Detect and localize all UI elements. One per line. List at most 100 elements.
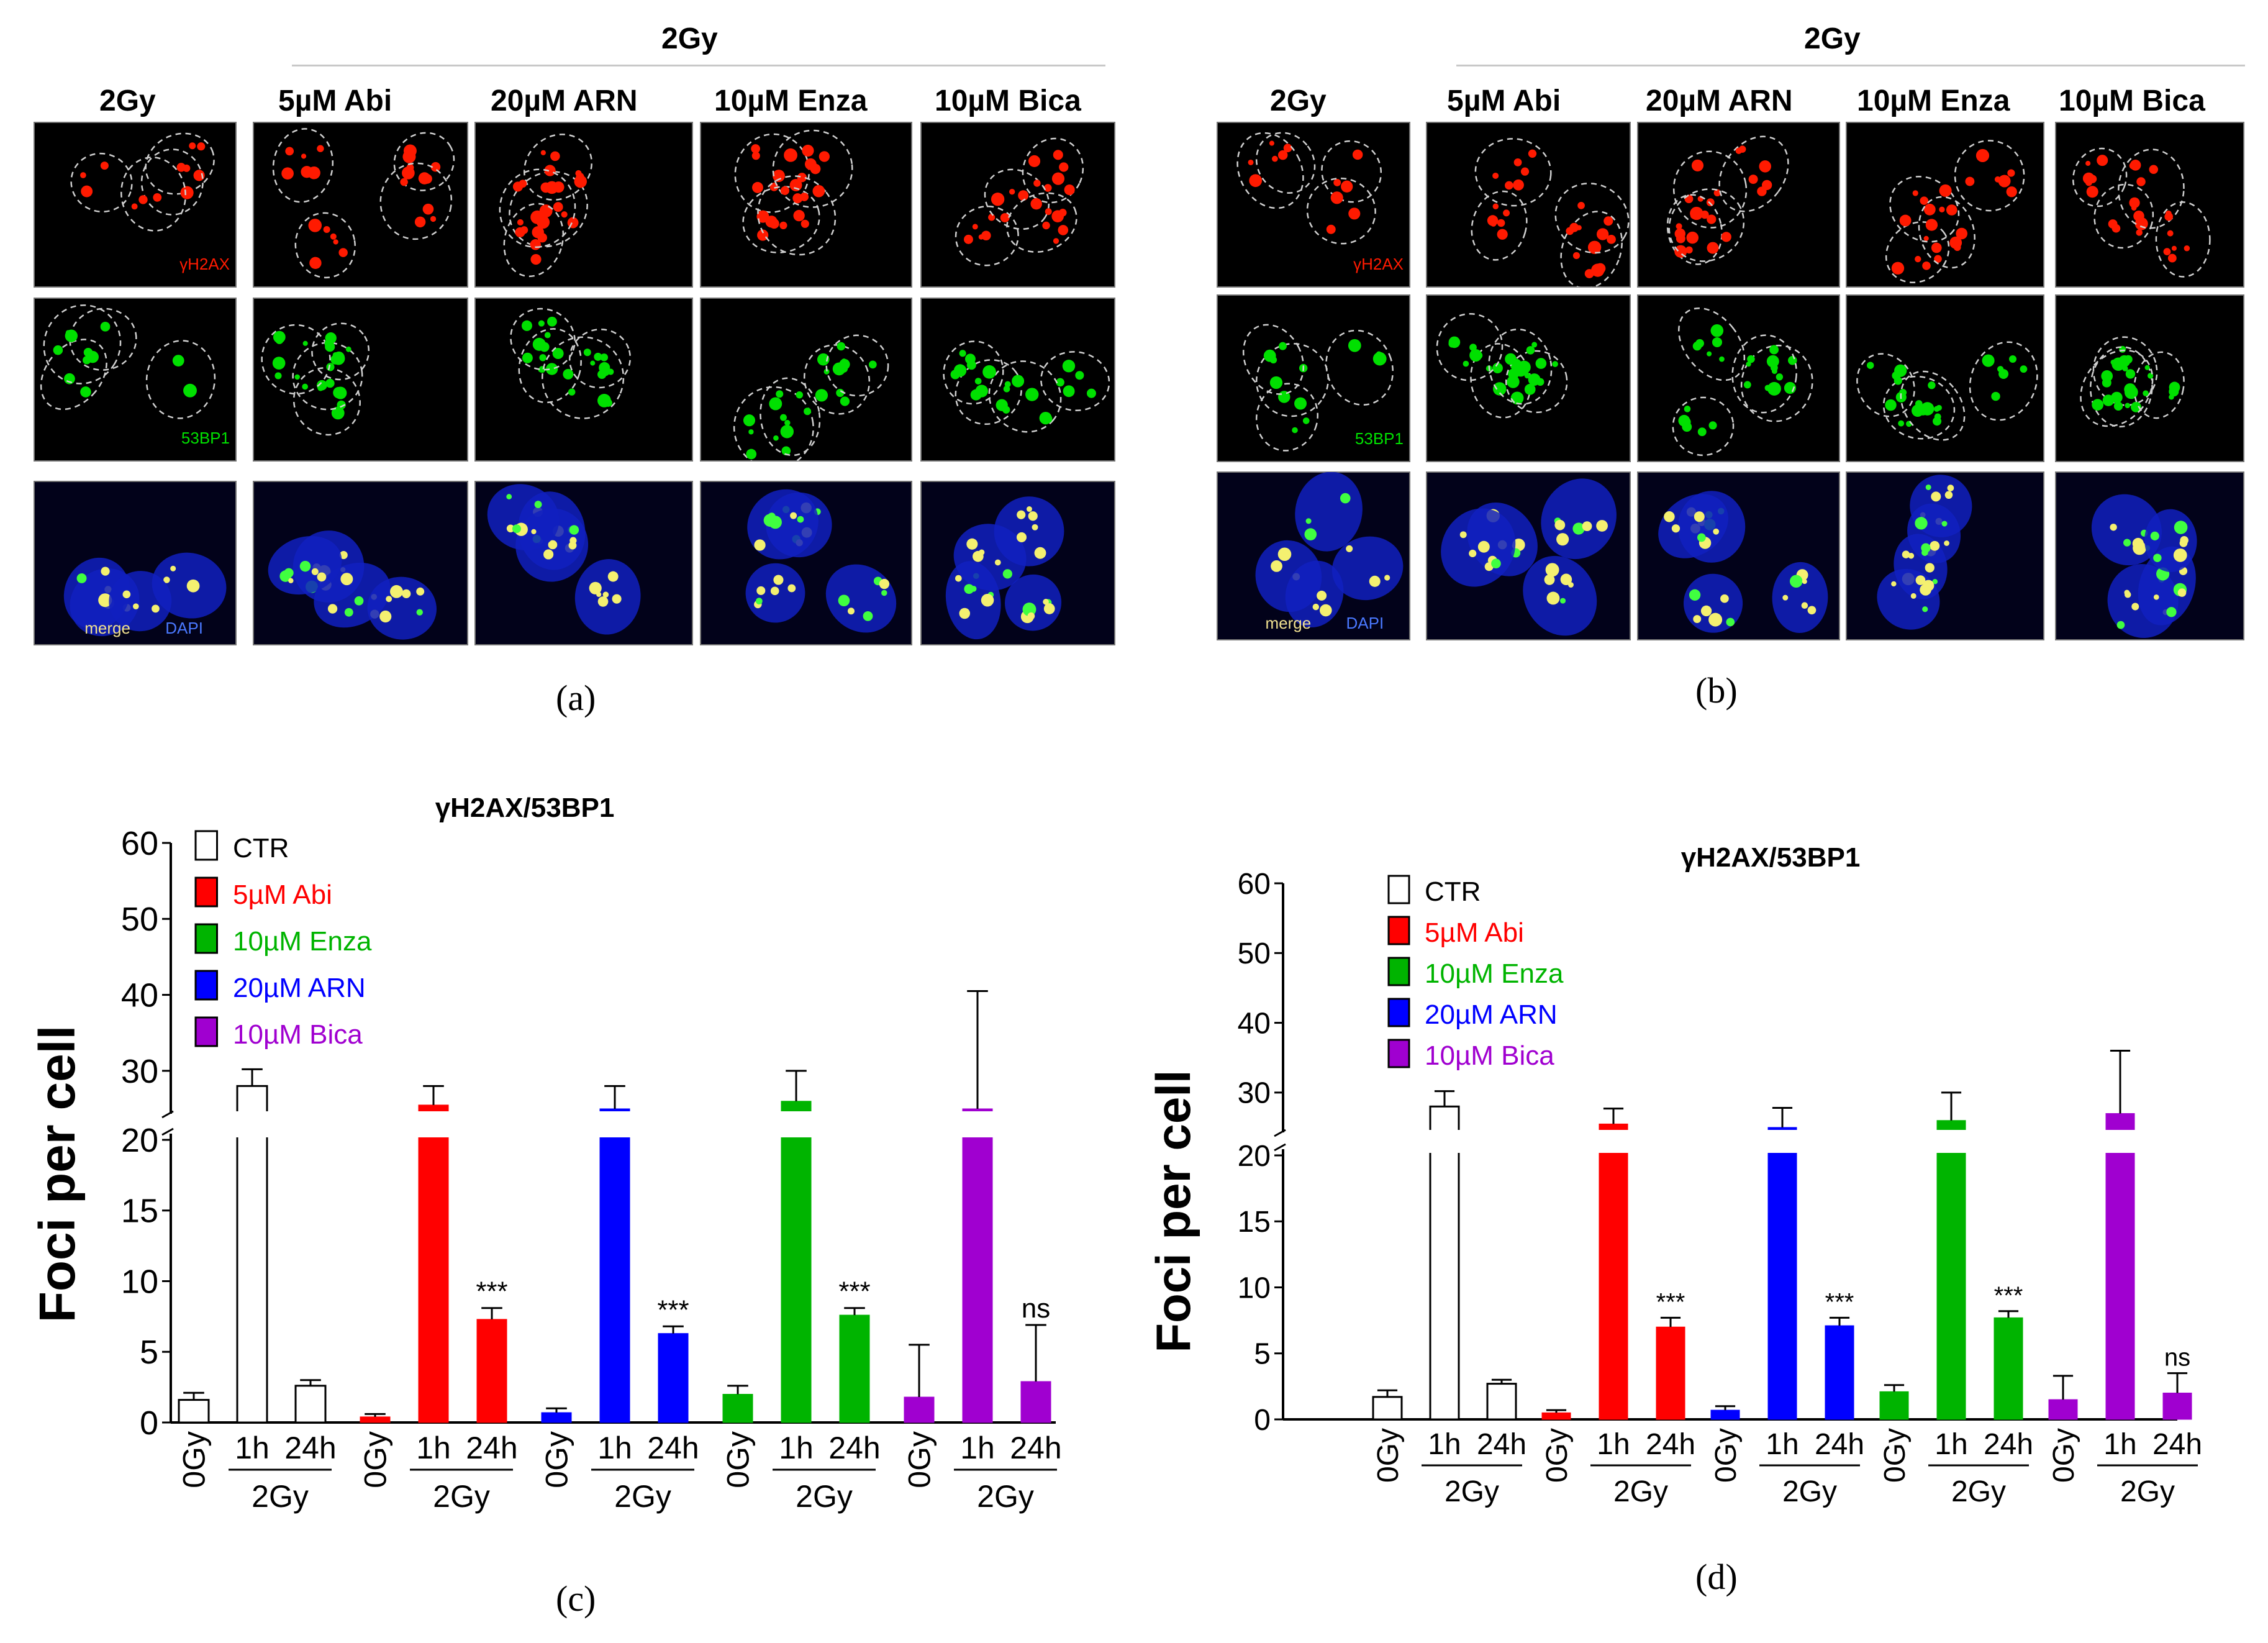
x-tick-label: 1h — [1766, 1428, 1799, 1461]
legend-label: 5µM Abi — [1425, 917, 1524, 948]
legend-label: CTR — [233, 833, 289, 863]
y-tick-label: 40 — [1238, 1007, 1271, 1040]
micrograph-0-3 — [1846, 122, 2044, 288]
x-tick-label: 0Gy — [902, 1431, 937, 1488]
x-tick-label: 0Gy — [1879, 1428, 1912, 1483]
x-tick-label: 24h — [2152, 1428, 2202, 1461]
x-tick-label: 0Gy — [1710, 1428, 1743, 1483]
x-tick-label: 1h — [1428, 1428, 1461, 1461]
x-tick-label: 1h — [1935, 1428, 1967, 1461]
bar-ctr-1 — [1429, 1105, 1460, 1421]
panel-a-col-header-3: 10µM Enza — [714, 84, 868, 117]
panel-a-col-header-2: 20µM ARN — [491, 84, 638, 117]
panel-a-col-header-1: 5µM Abi — [278, 84, 392, 117]
y-tick-label: 50 — [121, 901, 158, 938]
bar-20-m-arn-1 — [599, 1108, 630, 1423]
significance-label: ns — [1022, 1293, 1050, 1324]
bar-10-m-enza-2 — [1994, 1317, 2023, 1420]
axis-break-mark — [161, 1127, 174, 1136]
legend-label: 5µM Abi — [233, 880, 332, 910]
micrograph-1-1 — [253, 298, 468, 462]
axis-break-mark — [161, 1110, 174, 1119]
micrograph-1-4 — [2055, 294, 2244, 462]
panel-d-label: (d) — [1695, 1557, 1738, 1597]
legend-label: CTR — [1425, 876, 1481, 907]
legend-swatch — [1387, 998, 1410, 1027]
legend-swatch — [1387, 875, 1410, 904]
chart-title: γH2AX/53BP1 — [1681, 842, 1861, 873]
legend-swatch — [1387, 916, 1410, 945]
x-tick-label: 1h — [597, 1431, 632, 1465]
bar-10-m-bica-1 — [962, 1108, 993, 1423]
micrograph-2-4 — [920, 481, 1115, 645]
group-label: 2Gy — [252, 1479, 309, 1514]
legend-swatch — [194, 923, 218, 954]
panel-a-image-grid: γH2AX 53BP1 merge DAPI — [34, 122, 1115, 645]
bar-20-m-arn-1 — [1767, 1127, 1797, 1420]
micrograph-2-0: merge DAPI — [1217, 471, 1410, 640]
y-tick-label: 30 — [1238, 1077, 1271, 1110]
bar-10-m-bica-2 — [2162, 1393, 2192, 1420]
micrograph-0-2 — [474, 122, 693, 288]
micrograph-1-0: 53BP1 — [34, 298, 237, 462]
bar-5-m-abi-2 — [476, 1319, 507, 1423]
panel-b-col-header-0: 2Gy — [1270, 84, 1327, 117]
panel-b-top-header: 2Gy — [1804, 22, 1861, 55]
x-tick-label: 1h — [779, 1431, 814, 1465]
x-tick-label: 0Gy — [721, 1431, 756, 1488]
bar-10-m-enza-1 — [1936, 1120, 1966, 1420]
bar-10-m-enza-1 — [781, 1101, 812, 1423]
y-tick-label: 5 — [1254, 1338, 1271, 1371]
significance-label: *** — [1994, 1282, 2023, 1309]
micrograph-1-3 — [1846, 294, 2044, 462]
bar-5-m-abi-1 — [418, 1104, 449, 1423]
y-tick-label: 10 — [1238, 1272, 1271, 1304]
legend-swatch — [1387, 957, 1410, 986]
bar-ctr-1 — [236, 1085, 268, 1424]
bar-break-gap — [1428, 1130, 1461, 1153]
legend-label: 20µM ARN — [233, 973, 366, 1003]
micrograph-0-4 — [2055, 122, 2244, 288]
y-tick-label: 20 — [1238, 1140, 1271, 1173]
panel-a-header-line — [292, 65, 1105, 66]
group-label: 2Gy — [433, 1479, 490, 1514]
micrograph-0-2 — [1637, 122, 1840, 288]
bar-20-m-arn-2 — [658, 1333, 689, 1423]
group-label: 2Gy — [1951, 1475, 2006, 1508]
y-tick-label: 10 — [121, 1263, 158, 1300]
bar-break-gap — [1935, 1130, 1967, 1153]
panel-a-micrographs: 2Gy 2Gy 5µM Abi 20µM ARN 10µM Enza 10µM … — [0, 0, 1134, 739]
panel-d-bar-chart: γH2AX/53BP1 Foci per cell 0 5 10 15 20 30 40 50 60… — [1146, 842, 2202, 1508]
y-tick-label: 20 — [121, 1122, 158, 1159]
legend-label: 10µM Bica — [1425, 1040, 1554, 1071]
x-tick-label: 1h — [1597, 1428, 1630, 1461]
x-tick-label: 0Gy — [540, 1431, 574, 1488]
y-tick-label: 15 — [1238, 1206, 1271, 1239]
y-tick-label: 15 — [121, 1193, 158, 1230]
row-label-merge: merge — [84, 619, 130, 637]
significance-label: *** — [476, 1277, 507, 1307]
y-tick-label: 0 — [1254, 1404, 1271, 1437]
bar-10-m-bica-0 — [2048, 1399, 2078, 1420]
legend-swatch — [194, 970, 218, 1001]
y-tick-label: 30 — [121, 1053, 158, 1090]
row-label-53bp1: 53BP1 — [181, 429, 230, 447]
bar-10-m-enza-0 — [722, 1394, 753, 1423]
row-label-h2ax: γH2AX — [179, 255, 230, 273]
y-axis-label: Foci per cell — [1146, 1070, 1200, 1352]
group-label: 2Gy — [1613, 1475, 1668, 1508]
group-label: 2Gy — [1445, 1475, 1499, 1508]
row-label-h2ax: γH2AX — [1353, 255, 1404, 273]
y-tick-label: 40 — [121, 976, 158, 1014]
x-tick-label: 1h — [2103, 1428, 2136, 1461]
bar-10-m-enza-0 — [1879, 1391, 1909, 1420]
axis-break-mark — [1274, 1143, 1286, 1152]
panel-b-micrographs: 2Gy 2Gy 5µM Abi 20µM ARN 10µM Enza 10µM … — [0, 0, 2268, 739]
micrograph-2-1 — [1426, 471, 1631, 640]
micrograph-2-0: merge DAPI — [34, 481, 237, 645]
panel-c-label: (c) — [556, 1578, 596, 1619]
micrograph-1-3 — [700, 298, 912, 462]
group-label: 2Gy — [1782, 1475, 1837, 1508]
bar-20-m-arn-0 — [1710, 1409, 1740, 1420]
legend-label: 10µM Enza — [1425, 958, 1564, 989]
